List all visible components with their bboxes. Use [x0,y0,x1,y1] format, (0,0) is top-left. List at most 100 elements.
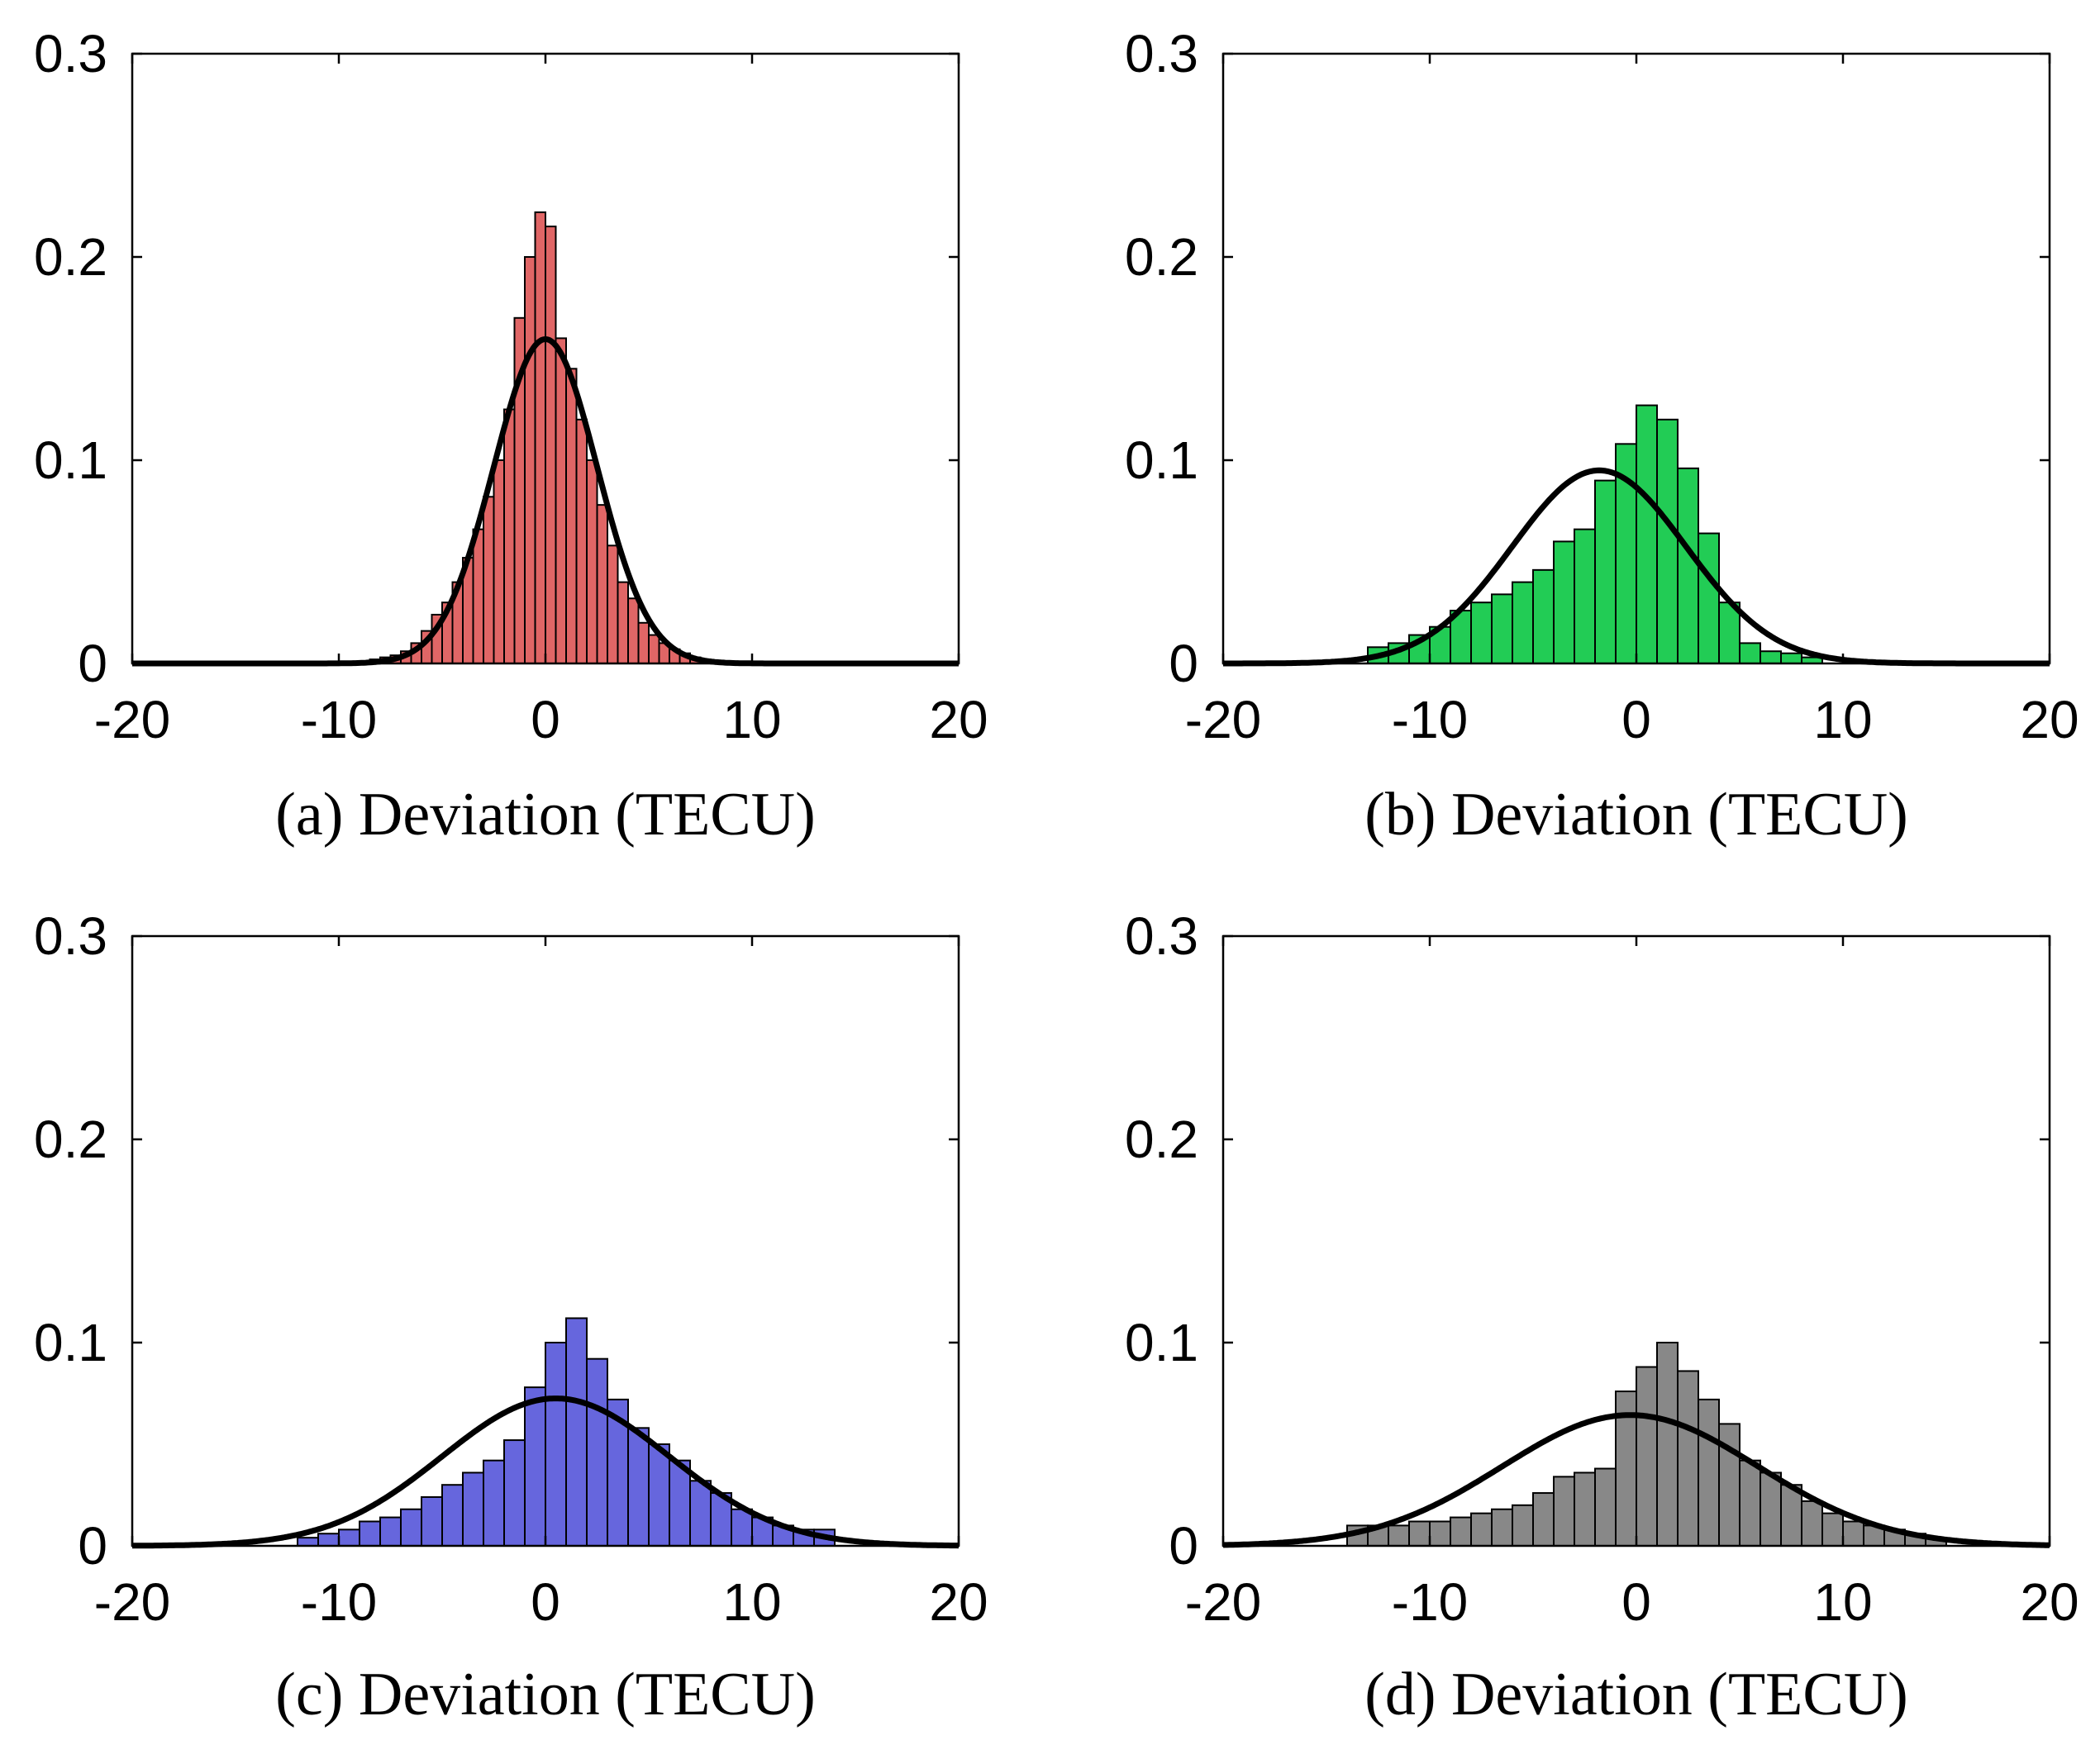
histogram-bar [607,544,619,664]
histogram-bar [1388,1524,1410,1547]
histogram-bar [627,1427,650,1547]
x-tick-label: -20 [94,690,171,749]
histogram-bar [648,1443,670,1547]
histogram-bar [1780,652,1802,665]
histogram-bar [731,1508,753,1547]
x-tick-label: -10 [1392,690,1469,749]
x-tick-label: 20 [929,690,988,749]
histogram-bar [1594,479,1617,664]
x-tick-label: 0 [1621,1572,1651,1632]
histogram-bar [575,418,588,664]
histogram-bar [1636,404,1658,664]
histogram-bar [565,1317,588,1547]
histogram-bar [1760,1471,1782,1547]
panel-b: -20 -10 0 10 20 0 0.1 0.2 0.3 (b) Deviation (TECU… [1125,24,2079,849]
y-tick-label: 0.1 [1125,1313,1198,1372]
x-tick-label: 0 [1621,690,1651,749]
histogram-bar [503,1439,526,1547]
histogram-bar [379,1516,402,1547]
y-tick-label: 0 [1169,634,1198,693]
histogram-bar [1470,601,1493,665]
normal-fit-line [1222,1412,2050,1548]
y-tick-label: 0 [78,1516,107,1576]
histogram-bar [586,1357,608,1547]
x-tick-label: -20 [94,1572,171,1632]
histogram-bar [1760,650,1782,664]
histogram-bar [689,1480,712,1547]
x-tick-label: -10 [1392,1572,1469,1632]
histogram-bar [503,408,516,664]
histogram-bar [1532,568,1555,665]
x-tick-label: 10 [1813,1572,1872,1632]
x-tick-label: -20 [1185,690,1262,749]
histogram-bar [586,459,598,664]
histogram-bar [1801,1500,1823,1547]
histogram-bar [1532,1492,1555,1547]
y-tick-label: 0.3 [1125,24,1198,83]
x-tick-label: 0 [531,1572,560,1632]
y-tick-label: 0 [1169,1516,1198,1576]
x-tick-label: 20 [2020,690,2079,749]
panel-a: -20 -10 0 10 20 0 0.1 0.2 0.3 (a) Deviation (TECU… [34,24,988,849]
histogram-bar [1553,540,1575,665]
histogram-bar [400,1508,422,1547]
histogram-bar [627,597,640,665]
histogram-bar [648,634,660,664]
histogram-bar [1574,528,1596,665]
histogram-bar [1842,1520,1864,1547]
histogram-bar [421,1495,443,1547]
histogram-bar [1821,1512,1844,1547]
histogram-bar [1408,1520,1431,1547]
histogram-bar [1677,467,1699,665]
histogram-bar [1574,1471,1596,1547]
histogram-bar [555,337,567,664]
histogram-bar [1656,418,1679,664]
histogram-bar [534,211,546,664]
x-axis-label: (a) Deviation (TECU) [275,781,815,849]
histogram-bar [1739,642,1761,665]
y-tick-label: 0.2 [34,227,107,287]
normal-fit-line [131,1395,960,1549]
x-axis-label: (c) Deviation (TECU) [275,1661,815,1728]
histogram-bar [1450,1516,1472,1547]
histogram-bar [669,1459,691,1547]
x-tick-label: 0 [531,690,560,749]
histogram-bar [462,1471,484,1547]
panel-d: -20 -10 0 10 20 0 0.1 0.2 0.3 (d) Deviation (TECU… [1125,906,2079,1728]
x-axis-label: (b) Deviation (TECU) [1364,781,1908,849]
histogram-bar [545,1342,567,1547]
histogram-bar [637,621,650,664]
y-tick-label: 0.3 [1125,906,1198,966]
histogram-bar [524,1386,546,1547]
x-tick-label: 10 [1813,690,1872,749]
histogram-bar [1512,1504,1534,1547]
y-tick-label: 0.3 [34,906,107,966]
histogram-bar [317,1533,340,1547]
y-tick-label: 0.2 [34,1110,107,1169]
histogram-bar [1429,1520,1451,1547]
histogram-bar [359,1520,381,1547]
histogram-bar [617,581,629,664]
histogram-bar [1491,593,1513,664]
histogram-bar [1636,1366,1658,1547]
histogram-bar [1698,532,1720,664]
y-tick-label: 0.1 [1125,430,1198,490]
x-tick-label: 20 [2020,1572,2079,1632]
y-tick-label: 0.2 [1125,1110,1198,1169]
histogram-bar [297,1537,319,1547]
histogram-bar [1594,1467,1617,1547]
histogram-bar [1656,1342,1679,1547]
x-tick-label: -10 [301,690,378,749]
histogram-bar [1470,1512,1493,1547]
y-tick-label: 0 [78,634,107,693]
histogram-bar [338,1528,360,1547]
histogram-bar [441,1484,464,1547]
histogram-bar [1491,1508,1513,1547]
x-tick-label: -20 [1185,1572,1262,1632]
histogram-bar [1553,1476,1575,1547]
x-axis-label: (d) Deviation (TECU) [1364,1661,1908,1728]
panel-c: -20 -10 0 10 20 0 0.1 0.2 0.3 (c) Deviation (TECU… [34,906,988,1728]
x-tick-label: -10 [301,1572,378,1632]
y-tick-label: 0.2 [1125,227,1198,287]
